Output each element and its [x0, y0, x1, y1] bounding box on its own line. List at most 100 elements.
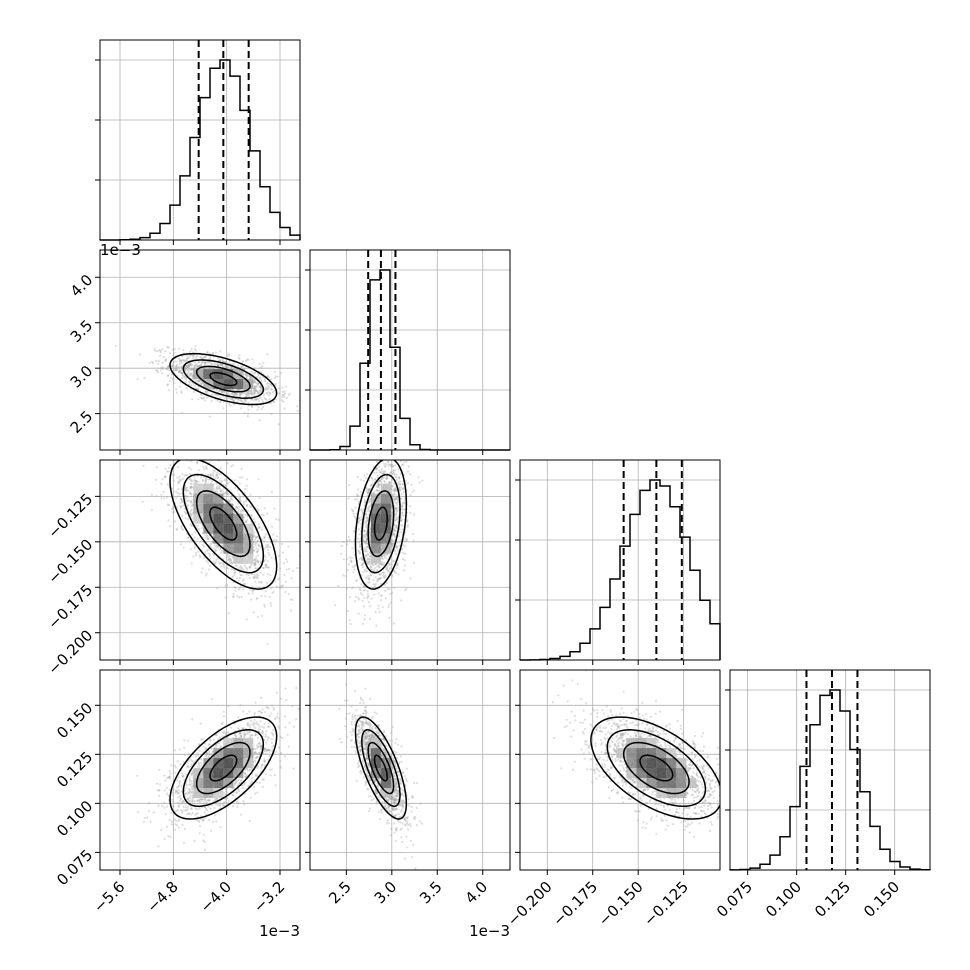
scatter-point [173, 381, 176, 384]
scatter-point [220, 551, 223, 554]
scatter-point [196, 460, 199, 463]
scatter-point [257, 382, 260, 386]
scatter-point [204, 390, 207, 393]
scatter-point [189, 482, 192, 485]
scatter-point [230, 398, 233, 401]
scatter-point [406, 482, 409, 485]
scatter-point [198, 365, 201, 368]
scatter-point [282, 393, 285, 397]
scatter-point [259, 571, 262, 575]
scatter-point [205, 481, 208, 484]
scatter-point [180, 411, 184, 414]
scatter-point [184, 375, 187, 379]
scatter-point [159, 351, 163, 354]
scatter-point [256, 540, 259, 543]
scatter-point [251, 392, 254, 395]
scatter-point [240, 467, 243, 470]
scatter-point [372, 453, 374, 455]
scatter-point [200, 364, 203, 367]
scatter-point [241, 361, 244, 364]
scatter-point [171, 364, 174, 368]
scatter-point [283, 561, 286, 565]
scatter-point [243, 398, 246, 401]
scatter-point [402, 461, 405, 464]
scatter-point [233, 392, 236, 395]
scatter-point [263, 378, 267, 381]
scatter-point [253, 564, 256, 567]
scatter-point [217, 359, 220, 362]
scatter-point [176, 456, 178, 458]
scatter-point [257, 509, 260, 512]
scatter-point [183, 474, 186, 477]
scatter-point [267, 386, 270, 389]
scatter-point [253, 573, 256, 576]
scatter-point [195, 387, 198, 390]
scatter-point [240, 365, 243, 368]
scatter-point [190, 354, 193, 357]
scatter-point [245, 395, 248, 398]
scatter-point [207, 361, 210, 364]
scatter-point [250, 376, 253, 380]
scatter-point [275, 535, 278, 538]
scatter-point [189, 350, 192, 353]
scatter-point [196, 527, 199, 530]
scatter-point [248, 389, 252, 392]
scatter-point [175, 365, 178, 368]
scatter-point [202, 397, 205, 400]
scatter-point [274, 375, 277, 378]
panel-background [310, 250, 510, 450]
scatter-point [216, 356, 219, 360]
scatter-point [179, 369, 182, 372]
scatter-point [191, 533, 194, 536]
scatter-point [255, 551, 259, 554]
scatter-point [225, 492, 228, 495]
scatter-point [216, 546, 219, 549]
scatter-point [289, 609, 293, 612]
scatter-point [269, 392, 272, 395]
scatter-point [215, 486, 218, 489]
scatter-point [189, 368, 192, 371]
histogram-panel [95, 39, 301, 245]
scatter-point [229, 366, 232, 369]
scatter-point [234, 479, 237, 482]
panel-content [114, 344, 300, 426]
scatter-point [206, 351, 209, 354]
scatter-point [230, 497, 233, 500]
scatter-point [368, 617, 371, 621]
scatter-point [230, 568, 233, 571]
scatter-point [221, 562, 224, 565]
scatter-point [212, 475, 215, 478]
scatter-point [277, 518, 280, 522]
scatter-point [353, 600, 357, 603]
scatter-point [206, 390, 209, 394]
scatter-point [249, 493, 252, 496]
scatter-point [361, 622, 364, 625]
scatter-point [187, 499, 190, 502]
scatter-point [192, 391, 195, 394]
scatter-point [204, 533, 207, 537]
scatter-point [213, 393, 216, 396]
scatter-point [232, 400, 235, 403]
scatter-point [241, 509, 244, 512]
scatter-point [177, 480, 180, 483]
scatter-point [241, 476, 244, 479]
scatter-point [238, 392, 241, 395]
scatter-point [189, 486, 192, 489]
scatter-point [254, 544, 257, 547]
scatter-point [199, 453, 201, 455]
scatter-point [279, 585, 282, 588]
scatter-point [184, 453, 186, 455]
scatter-point [200, 397, 203, 400]
scatter-point [177, 466, 180, 469]
scatter-point [248, 389, 251, 392]
scatter-point [205, 467, 208, 470]
scatter-point [255, 382, 258, 385]
scatter-point [242, 495, 245, 498]
scatter-point [266, 388, 269, 391]
scatter-point [239, 495, 242, 498]
scatter-point [182, 504, 185, 507]
scatter-point [260, 370, 263, 373]
scatter-point [208, 366, 211, 370]
scatter-point [253, 549, 256, 553]
scatter-point [217, 364, 220, 367]
